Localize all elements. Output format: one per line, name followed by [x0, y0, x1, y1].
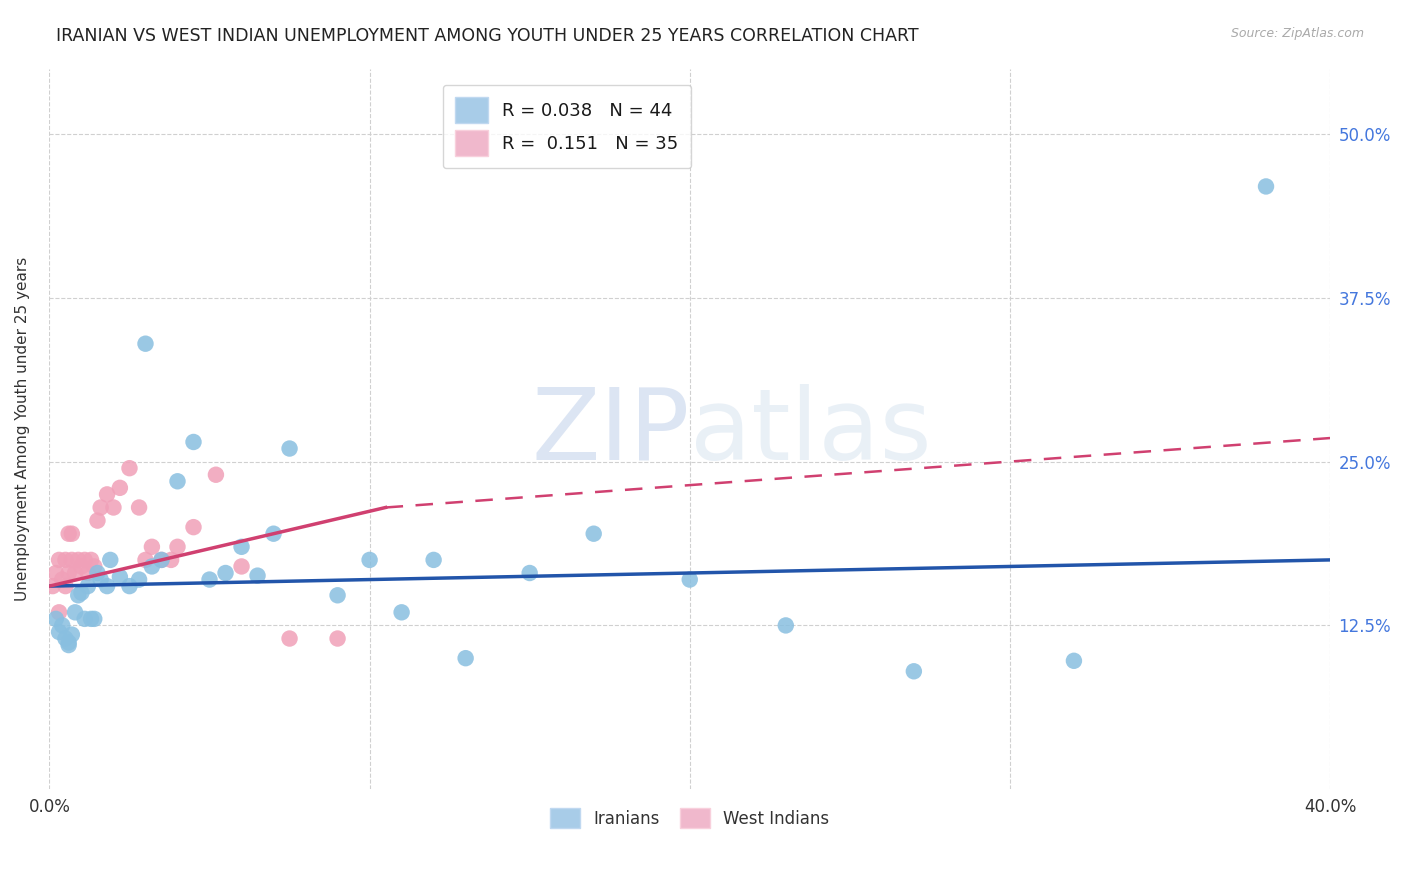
Point — [166, 540, 188, 554]
Point — [41, 579, 63, 593]
Point — [278, 632, 301, 646]
Point — [48, 605, 70, 619]
Point — [55, 632, 77, 646]
Point — [183, 434, 205, 449]
Point — [775, 618, 797, 632]
Point — [166, 475, 188, 489]
Point — [359, 553, 381, 567]
Point — [263, 526, 285, 541]
Point — [108, 570, 131, 584]
Point — [45, 566, 67, 580]
Point — [160, 553, 183, 567]
Point — [903, 665, 925, 679]
Point — [90, 573, 112, 587]
Point — [55, 553, 77, 567]
Point — [118, 579, 141, 593]
Point — [63, 566, 86, 580]
Text: ZIP: ZIP — [531, 384, 690, 481]
Point — [80, 553, 103, 567]
Point — [96, 487, 118, 501]
Y-axis label: Unemployment Among Youth under 25 years: Unemployment Among Youth under 25 years — [15, 257, 30, 601]
Point — [45, 612, 67, 626]
Point — [86, 514, 108, 528]
Point — [83, 559, 105, 574]
Point — [63, 605, 86, 619]
Point — [60, 526, 83, 541]
Point — [73, 553, 96, 567]
Point — [48, 624, 70, 639]
Point — [128, 573, 150, 587]
Point — [278, 442, 301, 456]
Point — [60, 627, 83, 641]
Point — [134, 553, 156, 567]
Point — [60, 553, 83, 567]
Point — [98, 553, 121, 567]
Point — [679, 573, 702, 587]
Point — [48, 553, 70, 567]
Point — [96, 579, 118, 593]
Point — [118, 461, 141, 475]
Point — [103, 500, 125, 515]
Point — [70, 559, 93, 574]
Text: atlas: atlas — [690, 384, 931, 481]
Point — [58, 566, 80, 580]
Point — [150, 553, 173, 567]
Point — [58, 526, 80, 541]
Point — [519, 566, 541, 580]
Point — [150, 553, 173, 567]
Point — [246, 568, 269, 582]
Point — [76, 566, 98, 580]
Point — [1063, 654, 1085, 668]
Point — [80, 612, 103, 626]
Point — [51, 618, 73, 632]
Point — [51, 573, 73, 587]
Point — [83, 612, 105, 626]
Point — [67, 553, 90, 567]
Point — [70, 585, 93, 599]
Point — [73, 612, 96, 626]
Point — [231, 559, 253, 574]
Point — [55, 579, 77, 593]
Point — [67, 588, 90, 602]
Point — [454, 651, 477, 665]
Point — [1254, 179, 1277, 194]
Point — [108, 481, 131, 495]
Text: IRANIAN VS WEST INDIAN UNEMPLOYMENT AMONG YOUTH UNDER 25 YEARS CORRELATION CHART: IRANIAN VS WEST INDIAN UNEMPLOYMENT AMON… — [56, 27, 920, 45]
Point — [198, 573, 221, 587]
Point — [231, 540, 253, 554]
Point — [391, 605, 413, 619]
Point — [141, 540, 163, 554]
Point — [128, 500, 150, 515]
Point — [58, 638, 80, 652]
Point — [134, 336, 156, 351]
Point — [58, 635, 80, 649]
Point — [582, 526, 605, 541]
Point — [76, 579, 98, 593]
Point — [214, 566, 236, 580]
Point — [90, 500, 112, 515]
Point — [86, 566, 108, 580]
Point — [141, 559, 163, 574]
Point — [205, 467, 228, 482]
Point — [183, 520, 205, 534]
Point — [326, 632, 349, 646]
Legend: Iranians, West Indians: Iranians, West Indians — [544, 801, 837, 835]
Point — [422, 553, 444, 567]
Text: Source: ZipAtlas.com: Source: ZipAtlas.com — [1230, 27, 1364, 40]
Point — [326, 588, 349, 602]
